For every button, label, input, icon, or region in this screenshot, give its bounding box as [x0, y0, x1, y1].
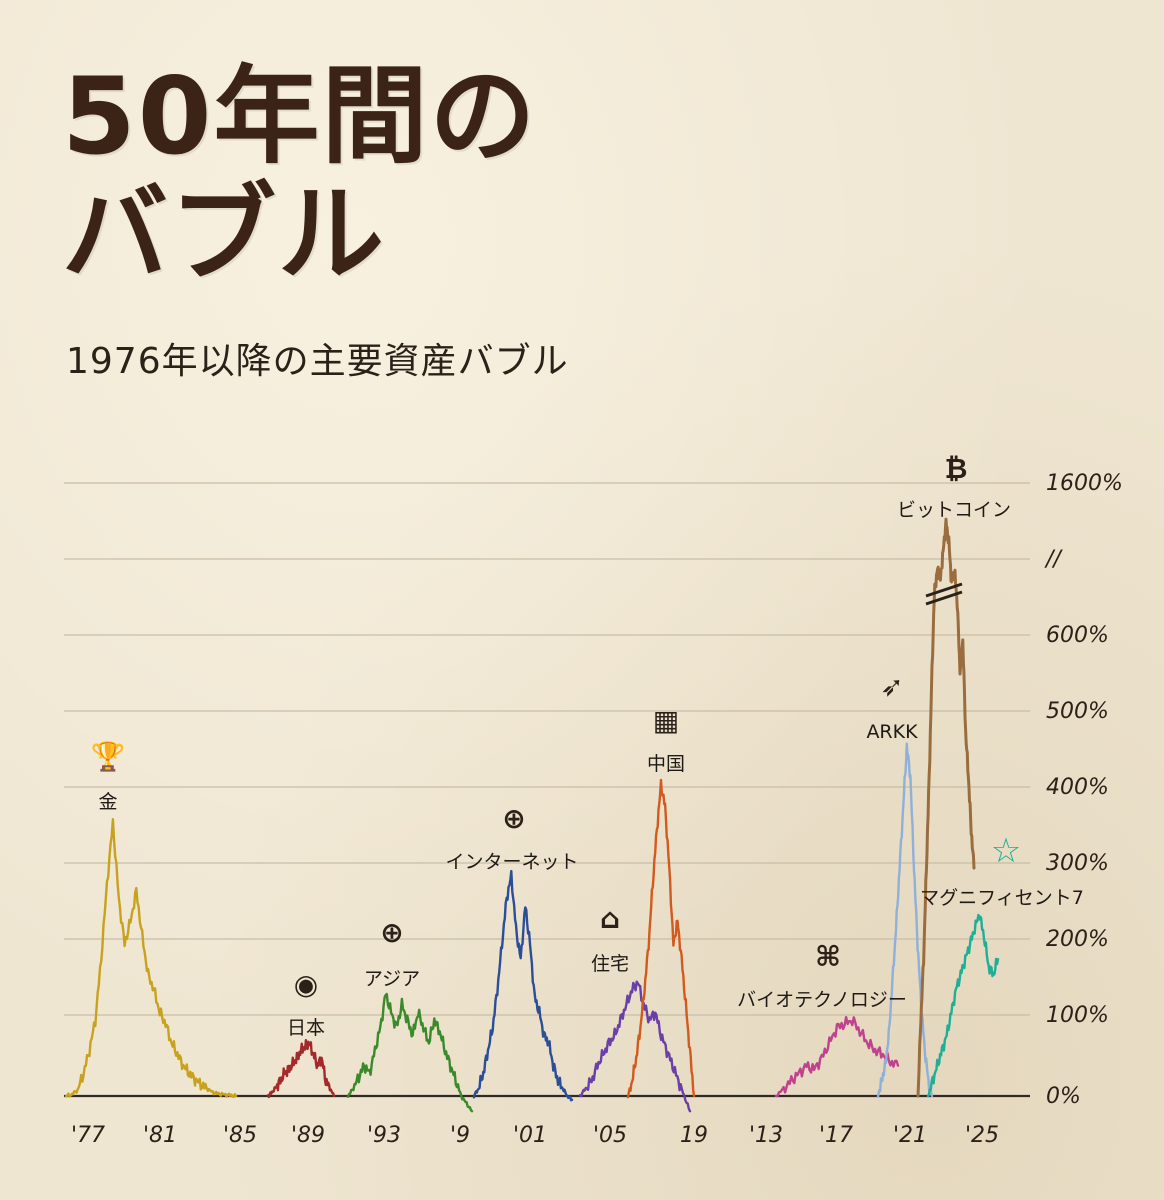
y-tick-label: 100%: [1046, 1003, 1109, 1028]
x-tick-label: '77: [71, 1123, 105, 1148]
series-layer: [64, 517, 1000, 1113]
house-icon: ⌂: [600, 902, 620, 935]
x-tick-label: '81: [143, 1123, 177, 1148]
series-line: [916, 517, 976, 1098]
page-subtitle: 1976年以降の主要資産バブル: [66, 341, 569, 382]
globe-icon: ⊕: [502, 802, 525, 835]
series-label: 金: [98, 791, 117, 813]
title-line-1: 50年間の: [62, 55, 538, 178]
bitcoin-icon: ₿: [945, 452, 968, 485]
x-tick-label: '01: [513, 1123, 547, 1148]
y-tick-label: 300%: [1046, 851, 1109, 876]
x-tick-label: '17: [819, 1123, 853, 1148]
x-tick-label: '93: [367, 1123, 401, 1148]
series-line: [926, 913, 1000, 1098]
title-line-2: バブル: [62, 173, 386, 296]
series-line: [346, 992, 474, 1113]
x-tick-label: 19: [680, 1123, 708, 1148]
y-tick-label: 1600%: [1046, 471, 1123, 496]
y-tick-label: 400%: [1046, 775, 1109, 800]
series-line: [472, 869, 574, 1102]
series-label: 住宅: [591, 953, 629, 975]
series-label: ARKK: [866, 721, 918, 743]
grid-lines: [64, 482, 1030, 1098]
page-title: 50年間の バブル: [62, 58, 538, 294]
trophy-icon: 🏆: [91, 740, 126, 773]
x-tick-label: '21: [893, 1123, 927, 1148]
y-tick-label: 600%: [1046, 623, 1109, 648]
globe-icon: ⊕: [380, 916, 403, 949]
series-line: [578, 980, 692, 1113]
series-label: マグニフィセント7: [920, 887, 1084, 909]
series-label: ビットコイン: [897, 499, 1011, 521]
x-tick-label: '85: [223, 1123, 257, 1148]
y-tick-label: 0%: [1046, 1084, 1081, 1109]
y-tick-label: 200%: [1046, 927, 1109, 952]
x-tick-label: '13: [749, 1123, 783, 1148]
y-axis-ticks: 0% 100% 200% 300% 400% 500% 600% // 1600%: [1044, 471, 1123, 1109]
series-line: [626, 778, 696, 1099]
series-label: インターネット: [445, 851, 578, 873]
y-tick-label: //: [1044, 547, 1063, 572]
series-label: バイオテクノロジー: [737, 989, 907, 1011]
axis-break-mark: [925, 582, 963, 598]
x-tick-label: '25: [965, 1123, 999, 1148]
series-label: 中国: [647, 753, 685, 775]
series-labels: 🏆 金 ◉ 日本 ⊕ アジア ⊕ インターネット ⌂ 住宅 ▦ 中国 ⌘ バイオテクノロジー ➶ ARKK ₿ ビ…: [91, 452, 1084, 1039]
x-axis-ticks: '77 '81 '85 '89 '93 '9 '01 '05 19 '13 '17 '21 '25: [71, 1123, 999, 1148]
japan-flag-icon: ◉: [294, 968, 318, 1001]
rocket-icon: ➶: [880, 670, 903, 703]
x-tick-label: '89: [291, 1123, 325, 1148]
series-line: [64, 818, 238, 1099]
x-tick-label: '9: [450, 1123, 470, 1148]
series-label: 日本: [287, 1017, 325, 1039]
series-label: アジア: [364, 968, 420, 990]
series-line: [774, 1016, 900, 1098]
dna-icon: ⌘: [815, 940, 841, 973]
star-icon: ☆: [991, 831, 1021, 871]
series-line: [876, 742, 934, 1098]
axis-break-mark: [925, 590, 963, 606]
x-tick-label: '05: [593, 1123, 627, 1148]
series-line: [266, 1039, 336, 1099]
china-flag-icon: ▦: [653, 704, 679, 737]
y-tick-label: 500%: [1046, 699, 1109, 724]
